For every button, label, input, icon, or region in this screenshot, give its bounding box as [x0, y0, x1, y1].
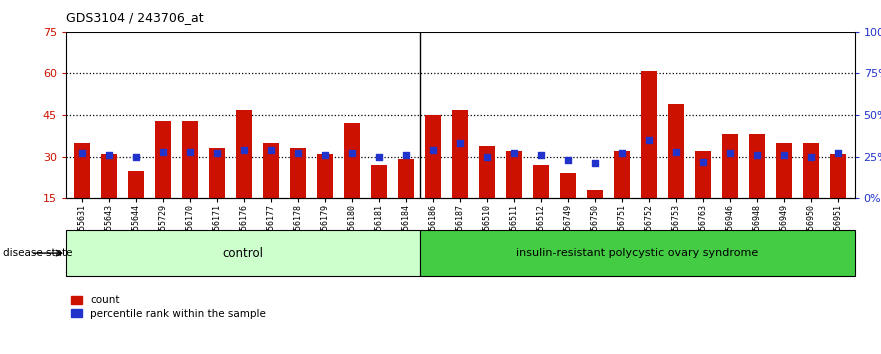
Bar	[803, 143, 819, 198]
Text: GDS3104 / 243706_at: GDS3104 / 243706_at	[66, 11, 204, 24]
Bar	[560, 173, 576, 198]
Point	[237, 147, 251, 153]
Point	[480, 154, 494, 159]
Bar	[398, 159, 414, 198]
Point	[345, 150, 359, 156]
Bar	[722, 135, 738, 198]
Bar	[479, 145, 495, 198]
Bar	[426, 115, 441, 198]
Bar	[452, 109, 469, 198]
Bar	[101, 154, 117, 198]
Point	[751, 152, 765, 158]
Text: control: control	[222, 247, 263, 259]
Point	[723, 150, 737, 156]
Bar	[830, 154, 847, 198]
Bar	[290, 148, 307, 198]
Point	[183, 149, 197, 154]
Point	[777, 152, 791, 158]
Point	[696, 159, 710, 165]
Point	[399, 152, 413, 158]
Point	[426, 147, 440, 153]
Point	[804, 154, 818, 159]
Bar	[66, 230, 419, 276]
Point	[75, 150, 89, 156]
Point	[373, 154, 387, 159]
Bar	[74, 143, 91, 198]
Bar	[317, 154, 333, 198]
Point	[292, 150, 306, 156]
Bar	[344, 124, 360, 198]
Point	[589, 160, 603, 166]
Point	[534, 152, 548, 158]
Bar	[371, 165, 388, 198]
Bar	[128, 171, 144, 198]
Bar	[776, 143, 793, 198]
Point	[507, 150, 522, 156]
Point	[615, 150, 629, 156]
Bar	[641, 71, 657, 198]
Bar	[182, 121, 198, 198]
Point	[832, 150, 846, 156]
Bar	[588, 190, 603, 198]
Point	[102, 152, 116, 158]
Point	[130, 154, 144, 159]
Legend: count, percentile rank within the sample: count, percentile rank within the sample	[71, 296, 266, 319]
Bar	[614, 151, 631, 198]
Point	[211, 150, 225, 156]
Point	[264, 147, 278, 153]
Point	[670, 149, 684, 154]
Bar	[419, 230, 855, 276]
Bar	[263, 143, 279, 198]
Bar	[749, 135, 766, 198]
Point	[642, 137, 656, 143]
Bar	[695, 151, 712, 198]
Point	[156, 149, 170, 154]
Bar	[209, 148, 226, 198]
Text: insulin-resistant polycystic ovary syndrome: insulin-resistant polycystic ovary syndr…	[516, 248, 759, 258]
Bar	[236, 109, 252, 198]
Point	[561, 157, 575, 163]
Bar	[669, 104, 685, 198]
Bar	[533, 165, 550, 198]
Bar	[507, 151, 522, 198]
Point	[318, 152, 332, 158]
Bar	[155, 121, 172, 198]
Point	[453, 141, 467, 146]
Text: disease state: disease state	[3, 248, 72, 258]
